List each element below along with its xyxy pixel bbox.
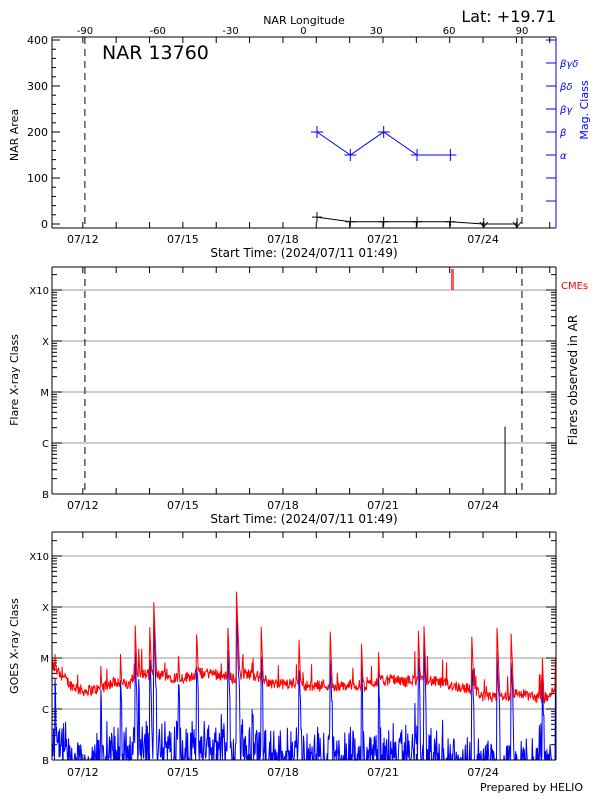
goes-panel-ytick-label: B: [42, 756, 49, 767]
longitude-tick-label: -60: [150, 26, 166, 37]
mag-class-tick-label: α: [560, 151, 567, 162]
longitude-tick-label: 0: [300, 26, 306, 37]
mag-class-tick-label: βδ: [559, 82, 573, 93]
area-ytick-label: 300: [27, 80, 48, 93]
area-ytick-label: 100: [27, 172, 48, 185]
cme-legend-label: CMEs: [561, 281, 588, 292]
goes-panel-ytick-label: X: [42, 603, 49, 614]
mag-class-point-marker: [344, 149, 357, 161]
flares-in-ar-axis-title: Flares observed in AR: [566, 315, 580, 445]
panel1-xaxis-title: Start Time: (2024/07/11 01:49): [210, 246, 397, 260]
flare-panel-ytick-label: X: [42, 337, 49, 348]
area-panel-xtick-label: 07/21: [367, 233, 399, 246]
area-point-marker: [445, 216, 456, 227]
area-point-marker: [412, 216, 423, 227]
region-title: NAR 13760: [102, 42, 209, 64]
flare-panel-xtick-label: 07/12: [67, 499, 99, 512]
flare-panel-ytick-label: M: [40, 388, 49, 399]
flare-panel-ytick-label: X10: [29, 286, 49, 297]
flare-panel-xtick-label: 07/24: [467, 499, 499, 512]
goes-panel-ytick-label: X10: [29, 552, 49, 563]
longitude-tick-label: 90: [516, 26, 529, 37]
area-point-marker: [311, 212, 322, 223]
area-panel-xtick-label: 07/12: [67, 233, 99, 246]
area-point-marker: [345, 216, 356, 227]
longitude-tick-label: 60: [443, 26, 456, 37]
goes-panel-xtick-label: 07/18: [267, 766, 299, 779]
area-ytick-label: 200: [27, 126, 48, 139]
longitude-tick-label: -30: [222, 26, 238, 37]
flare-panel-ytick-label: B: [42, 490, 49, 501]
area-panel-xtick-label: 07/24: [467, 233, 499, 246]
mag-class-axis-title: Mag. Class: [578, 80, 591, 139]
area-ytick-label: 400: [27, 34, 48, 47]
mag-class-point-marker: [444, 149, 457, 161]
longitude-tick-label: -90: [77, 26, 93, 37]
latitude-label: Lat: +19.71: [461, 7, 556, 26]
area-panel-xtick-label: 07/18: [267, 233, 299, 246]
goes-class-axis-title: GOES X-ray Class: [8, 598, 21, 694]
footer-credit: Prepared by HELIO: [480, 781, 583, 794]
area-upper-limit-arrow: [479, 218, 489, 228]
nar-area-axis-title: NAR Area: [8, 109, 21, 161]
flare-panel-xtick-label: 07/15: [167, 499, 199, 512]
flare-class-axis-title: Flare X-ray Class: [8, 334, 21, 426]
longitude-tick-label: 30: [370, 26, 383, 37]
flare-panel-ytick-label: C: [42, 439, 49, 450]
goes-panel-xtick-label: 07/24: [467, 766, 499, 779]
panel2-xaxis-title: Start Time: (2024/07/11 01:49): [210, 512, 397, 526]
goes-panel-xtick-label: 07/12: [67, 766, 99, 779]
area-ytick-label: 0: [41, 218, 48, 231]
goes-panel-ytick-label: M: [40, 654, 49, 665]
mag-class-point-marker: [377, 126, 390, 138]
goes-long-channel-line: [51, 591, 557, 704]
mag-class-point-marker: [411, 149, 424, 161]
flare-panel-xtick-label: 07/18: [267, 499, 299, 512]
goes-panel-ytick-label: C: [42, 705, 49, 716]
top-longitude-axis-title: NAR Longitude: [263, 14, 345, 27]
area-upper-limit-arrow: [512, 218, 522, 228]
flare-panel-xtick-label: 07/21: [367, 499, 399, 512]
area-panel-xtick-label: 07/15: [167, 233, 199, 246]
goes-panel-xtick-label: 07/21: [367, 766, 399, 779]
mag-class-tick-label: β: [559, 128, 567, 139]
mag-class-tick-label: βγ: [559, 105, 573, 116]
goes-panel-xtick-label: 07/15: [167, 766, 199, 779]
mag-class-tick-label: βγδ: [559, 59, 578, 70]
area-point-marker: [378, 216, 389, 227]
mag-class-point-marker: [310, 126, 323, 138]
